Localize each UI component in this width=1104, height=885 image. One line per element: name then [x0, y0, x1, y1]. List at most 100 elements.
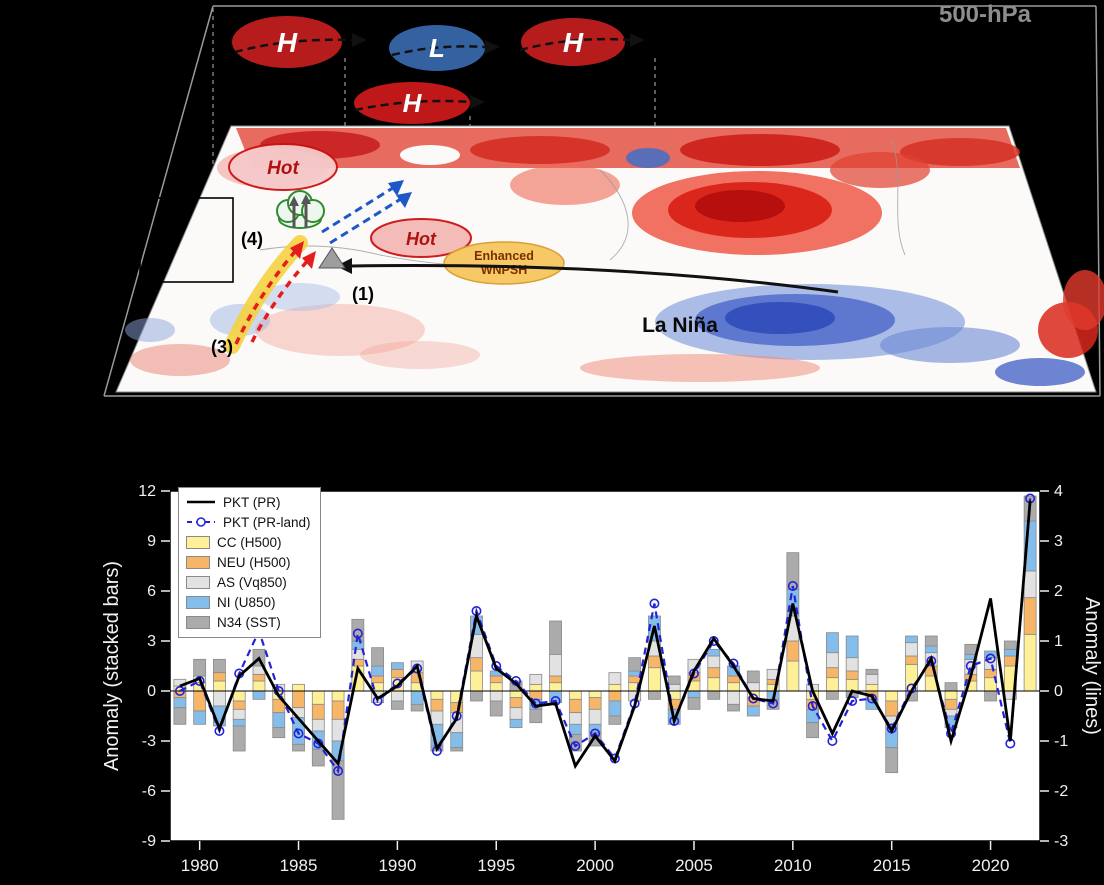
wnpsh-label-line1: Enhanced [474, 249, 534, 263]
warm-blob [130, 344, 230, 376]
bar-segment [252, 690, 266, 700]
plateau-triangle [318, 247, 346, 269]
plot-frame [169, 490, 1041, 842]
bar-segment [489, 690, 503, 702]
bar-segment [390, 690, 404, 702]
bar-segment [588, 708, 602, 725]
pkt-pr-line [179, 500, 1032, 770]
bar-segment [885, 700, 899, 717]
legend-item-ni: NI (U850) [186, 593, 311, 611]
bar-segment [608, 715, 622, 725]
bar-segment [529, 708, 543, 724]
warm-blob [580, 354, 820, 382]
flow-arrow [354, 99, 471, 112]
bar-segment [845, 670, 859, 680]
flow-arrow [391, 45, 486, 57]
high-pressure-2-label: H [563, 27, 584, 58]
moisture-flux-arrow [234, 246, 300, 345]
bar-segment [509, 690, 523, 699]
legend-label: PKT (PR) [223, 494, 281, 510]
arrowhead [396, 192, 412, 208]
bar-segment [984, 690, 997, 702]
bar-segment [707, 677, 721, 692]
x-tick-label: 1980 [181, 856, 219, 875]
pkt-pr-land-marker [352, 628, 363, 639]
warm-blob [510, 165, 620, 205]
bar-segment [608, 672, 622, 685]
plot-content [170, 493, 1040, 820]
moisture-flux-arrow [250, 256, 312, 343]
moisture-band [224, 235, 308, 354]
bar-segment [1023, 597, 1037, 635]
neutral-gap [400, 145, 460, 165]
bar-segment [173, 697, 187, 709]
y-tick-label-left: 3 [147, 633, 156, 650]
bar-segment [727, 703, 740, 712]
bar-segment [489, 700, 503, 717]
bar-segment [845, 678, 859, 692]
bar-segment [845, 657, 859, 672]
bar-segment [529, 683, 543, 692]
bar-segment [1003, 640, 1017, 650]
bar-segment [707, 667, 721, 679]
pkt-pr-line-sample [187, 500, 215, 504]
bar-segment [509, 718, 523, 729]
bar-segment [608, 683, 622, 692]
coastline [891, 139, 906, 256]
wnpsh-region [443, 241, 565, 285]
arrowhead [302, 251, 316, 269]
y-tick-label-right: 3 [1054, 533, 1063, 550]
study-region-box [139, 197, 234, 283]
high-pressure-1-label: H [277, 27, 298, 58]
bar-segment [727, 675, 740, 684]
y-tick-label-right: -3 [1054, 833, 1068, 850]
bar-segment [865, 673, 879, 685]
bar-segment [845, 635, 859, 659]
arrowhead [290, 241, 304, 259]
perspective-box [103, 5, 1101, 397]
pkt-pr-land-marker [293, 728, 304, 739]
bar-segment [825, 677, 839, 692]
bar-segment [410, 690, 424, 705]
bar-segment [232, 718, 246, 727]
bar-segment [371, 647, 385, 667]
bar-segment [568, 723, 582, 735]
pkt-pr-land-marker [807, 701, 818, 712]
bar-segment [865, 668, 879, 675]
legend-label: N34 (SST) [217, 614, 281, 630]
bar-segment [371, 665, 385, 677]
bar-segment [568, 712, 582, 725]
warm-blob [830, 152, 930, 188]
la-nina-cold-core [725, 302, 835, 334]
bar-segment [568, 690, 582, 700]
pkt-pr-land-marker [333, 765, 344, 776]
bar-segment [944, 698, 958, 710]
x-tick-label: 1995 [477, 856, 515, 875]
bar-segment [687, 697, 701, 710]
arrowhead [470, 95, 485, 109]
bar-segment [252, 680, 266, 692]
pkt-pr-land-marker [985, 653, 996, 664]
bar-segment [806, 722, 820, 739]
bar-segment [727, 682, 740, 692]
bar-segment [272, 712, 286, 729]
bar-segment [232, 725, 246, 752]
bar-segment [430, 698, 444, 712]
bar-segment [628, 657, 642, 672]
bar-segment [390, 700, 404, 710]
bar-segment [232, 690, 246, 702]
y-tick-label-right: -1 [1054, 733, 1068, 750]
y-tick-label-left: 0 [147, 683, 156, 700]
pkt-pr-land-marker [174, 686, 185, 697]
warm-blob [680, 134, 840, 166]
moisture-transport-arrow [351, 264, 839, 294]
bar-segment [351, 640, 365, 650]
bar-segment [964, 643, 978, 655]
legend-item-pkt-pr-land: PKT (PR-land) [186, 513, 311, 531]
flow-arrow [234, 38, 353, 54]
bar-segment [549, 675, 562, 684]
bar-segment [489, 682, 503, 692]
bar-segment [588, 690, 602, 699]
bar-segment [667, 683, 681, 692]
bar-segment [509, 697, 523, 709]
